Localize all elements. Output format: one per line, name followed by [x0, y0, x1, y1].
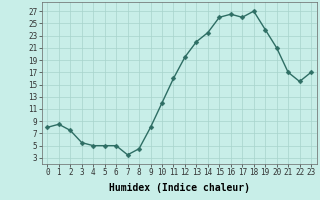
- X-axis label: Humidex (Indice chaleur): Humidex (Indice chaleur): [109, 183, 250, 193]
